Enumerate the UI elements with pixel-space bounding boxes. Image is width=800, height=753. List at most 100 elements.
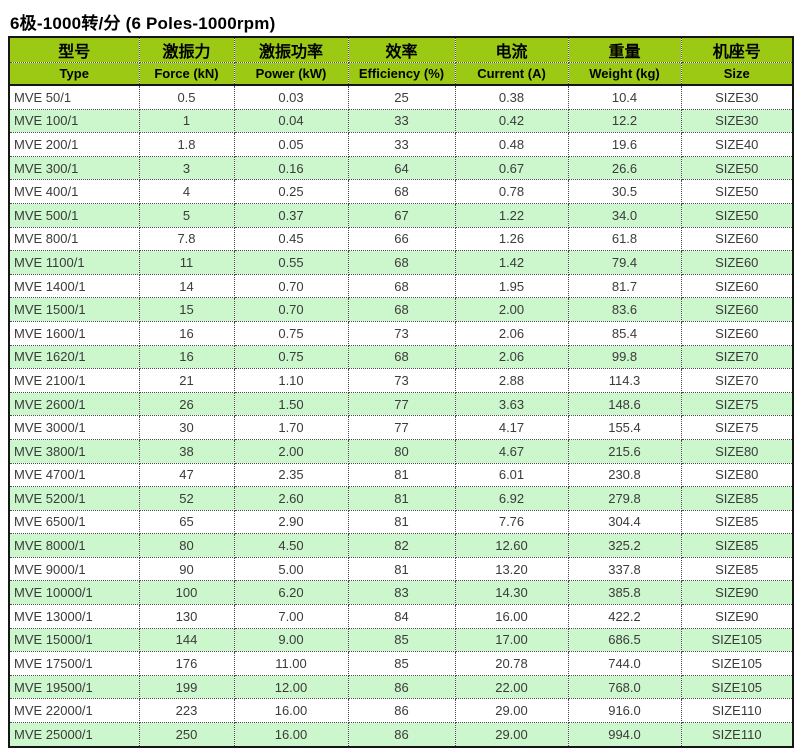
table-row: MVE 1500/1 15 0.70 68 2.00 83.6 SIZE60 [8, 297, 794, 322]
column-header-en-efficiency_pct: Efficiency (%) [347, 62, 456, 86]
cell-force_kn: 199 [138, 674, 235, 700]
cell-efficiency_pct: 77 [347, 391, 456, 417]
cell-power_kw: 2.35 [233, 462, 349, 488]
cell-force_kn: 1.8 [138, 132, 235, 157]
column-header-zh-efficiency_pct: 效率 [347, 36, 456, 63]
table-row: MVE 1100/1 11 0.55 68 1.42 79.4 SIZE60 [8, 250, 794, 275]
cell-force_kn: 11 [138, 250, 235, 275]
cell-size: SIZE40 [680, 132, 794, 157]
cell-force_kn: 0.5 [138, 84, 235, 110]
cell-type: MVE 1620/1 [8, 344, 140, 370]
cell-force_kn: 14 [138, 273, 235, 299]
cell-efficiency_pct: 33 [347, 108, 456, 134]
cell-weight_kg: 61.8 [567, 226, 682, 252]
cell-weight_kg: 230.8 [567, 462, 682, 488]
cell-weight_kg: 83.6 [567, 297, 682, 322]
table-row: MVE 17500/1 176 11.00 85 20.78 744.0 SIZE105 [8, 651, 794, 676]
cell-size: SIZE60 [680, 320, 794, 346]
table-header: 型号 激振力 激振功率 效率 电流 重量 机座号 Type Force (kN) Power (… [8, 36, 794, 86]
header-row-en: Type Force (kN) Power (kW) Efficiency (%) Cu… [8, 62, 794, 86]
cell-efficiency_pct: 86 [347, 722, 456, 748]
cell-weight_kg: 279.8 [567, 486, 682, 511]
cell-type: MVE 1500/1 [8, 297, 140, 322]
cell-efficiency_pct: 77 [347, 415, 456, 440]
cell-efficiency_pct: 80 [347, 438, 456, 464]
cell-size: SIZE75 [680, 415, 794, 440]
cell-weight_kg: 99.8 [567, 344, 682, 370]
cell-efficiency_pct: 68 [347, 273, 456, 299]
cell-power_kw: 7.00 [233, 604, 349, 629]
cell-weight_kg: 686.5 [567, 627, 682, 653]
table-row: MVE 15000/1 144 9.00 85 17.00 686.5 SIZE105 [8, 627, 794, 653]
cell-type: MVE 22000/1 [8, 698, 140, 724]
cell-force_kn: 100 [138, 580, 235, 606]
cell-size: SIZE85 [680, 509, 794, 535]
column-header-en-power_kw: Power (kW) [233, 62, 349, 86]
cell-weight_kg: 148.6 [567, 391, 682, 417]
cell-weight_kg: 79.4 [567, 250, 682, 275]
cell-current_a: 3.63 [454, 391, 569, 417]
cell-current_a: 22.00 [454, 674, 569, 700]
cell-current_a: 2.06 [454, 344, 569, 370]
cell-force_kn: 144 [138, 627, 235, 653]
table-row: MVE 500/1 5 0.37 67 1.22 34.0 SIZE50 [8, 202, 794, 228]
cell-size: SIZE80 [680, 438, 794, 464]
cell-weight_kg: 114.3 [567, 368, 682, 393]
cell-type: MVE 1400/1 [8, 273, 140, 299]
cell-efficiency_pct: 68 [347, 297, 456, 322]
cell-efficiency_pct: 86 [347, 698, 456, 724]
cell-type: MVE 19500/1 [8, 674, 140, 700]
cell-type: MVE 4700/1 [8, 462, 140, 488]
cell-size: SIZE85 [680, 486, 794, 511]
cell-size: SIZE85 [680, 556, 794, 582]
cell-weight_kg: 155.4 [567, 415, 682, 440]
cell-weight_kg: 26.6 [567, 155, 682, 181]
column-header-zh-size: 机座号 [680, 36, 794, 63]
cell-current_a: 0.48 [454, 132, 569, 157]
column-header-en-force_kn: Force (kN) [138, 62, 235, 86]
cell-force_kn: 5 [138, 202, 235, 228]
cell-efficiency_pct: 82 [347, 533, 456, 558]
cell-power_kw: 0.55 [233, 250, 349, 275]
cell-current_a: 16.00 [454, 604, 569, 629]
cell-force_kn: 15 [138, 297, 235, 322]
column-header-en-weight_kg: Weight (kg) [567, 62, 682, 86]
cell-type: MVE 13000/1 [8, 604, 140, 629]
cell-size: SIZE70 [680, 368, 794, 393]
cell-type: MVE 50/1 [8, 84, 140, 110]
cell-efficiency_pct: 68 [347, 344, 456, 370]
cell-weight_kg: 994.0 [567, 722, 682, 748]
cell-size: SIZE105 [680, 627, 794, 653]
cell-force_kn: 7.8 [138, 226, 235, 252]
cell-size: SIZE85 [680, 533, 794, 558]
cell-efficiency_pct: 81 [347, 462, 456, 488]
table-row: MVE 25000/1 250 16.00 86 29.00 994.0 SIZE110 [8, 722, 794, 748]
cell-power_kw: 2.00 [233, 438, 349, 464]
cell-current_a: 4.17 [454, 415, 569, 440]
cell-efficiency_pct: 66 [347, 226, 456, 252]
cell-current_a: 17.00 [454, 627, 569, 653]
cell-type: MVE 500/1 [8, 202, 140, 228]
cell-type: MVE 25000/1 [8, 722, 140, 748]
cell-efficiency_pct: 81 [347, 556, 456, 582]
cell-power_kw: 0.03 [233, 84, 349, 110]
cell-size: SIZE60 [680, 226, 794, 252]
table-row: MVE 19500/1 199 12.00 86 22.00 768.0 SIZE105 [8, 674, 794, 700]
table-row: MVE 800/1 7.8 0.45 66 1.26 61.8 SIZE60 [8, 226, 794, 252]
table-body: MVE 50/1 0.5 0.03 25 0.38 10.4 SIZE30 MVE 100/1… [8, 84, 794, 748]
cell-efficiency_pct: 81 [347, 509, 456, 535]
cell-current_a: 1.22 [454, 202, 569, 228]
column-header-zh-current_a: 电流 [454, 36, 569, 63]
page-title: 6极-1000转/分 (6 Poles-1000rpm) [10, 14, 276, 33]
cell-efficiency_pct: 68 [347, 179, 456, 204]
cell-current_a: 0.78 [454, 179, 569, 204]
cell-force_kn: 130 [138, 604, 235, 629]
cell-force_kn: 21 [138, 368, 235, 393]
table-row: MVE 10000/1 100 6.20 83 14.30 385.8 SIZE90 [8, 580, 794, 606]
cell-power_kw: 9.00 [233, 627, 349, 653]
cell-weight_kg: 337.8 [567, 556, 682, 582]
table-row: MVE 2100/1 21 1.10 73 2.88 114.3 SIZE70 [8, 368, 794, 393]
cell-current_a: 14.30 [454, 580, 569, 606]
table-row: MVE 300/1 3 0.16 64 0.67 26.6 SIZE50 [8, 155, 794, 181]
cell-type: MVE 2100/1 [8, 368, 140, 393]
